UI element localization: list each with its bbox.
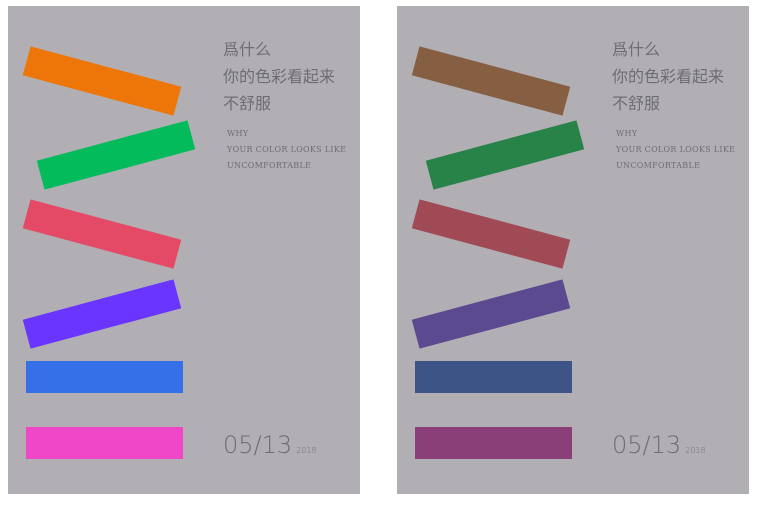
color-bar-dusty-red bbox=[411, 199, 571, 269]
color-bar-orange bbox=[22, 46, 182, 116]
color-bar-muted-violet bbox=[411, 279, 571, 349]
title-en-line-3: UNCOMFORTABLE bbox=[227, 161, 312, 170]
color-bar-magenta bbox=[26, 427, 183, 459]
color-bar-plum bbox=[415, 427, 572, 459]
date-year: 2018 bbox=[296, 446, 317, 455]
title-zh-line-2: 你的色彩看起来 bbox=[612, 67, 725, 86]
title-en-line-3: UNCOMFORTABLE bbox=[616, 161, 701, 170]
color-bar-brown bbox=[411, 46, 571, 116]
date-month-day: 05/13 bbox=[612, 431, 682, 459]
color-bar-red bbox=[22, 199, 182, 269]
title-en-line-1: WHY bbox=[227, 129, 249, 138]
title-en-line-2: YOUR COLOR LOOKS LIKE bbox=[227, 145, 347, 154]
date-year: 2018 bbox=[685, 446, 706, 455]
title-zh-line-1: 爲什么 bbox=[612, 40, 661, 59]
color-bar-violet bbox=[22, 279, 182, 349]
title-zh-line-3: 不舒服 bbox=[223, 94, 272, 113]
color-bar-blue bbox=[26, 361, 183, 393]
title-zh-line-2: 你的色彩看起来 bbox=[223, 67, 336, 86]
title-zh-line-3: 不舒服 bbox=[612, 94, 661, 113]
color-bar-navy bbox=[415, 361, 572, 393]
date-month-day: 05/13 bbox=[223, 431, 293, 459]
title-chinese: 爲什么 你的色彩看起来 不舒服 bbox=[223, 36, 335, 117]
date-label: 05/13 2018 bbox=[612, 431, 706, 459]
poster-muted: 爲什么 你的色彩看起来 不舒服 WHY YOUR COLOR LOOKS LIK… bbox=[397, 6, 749, 494]
title-en-line-2: YOUR COLOR LOOKS LIKE bbox=[616, 145, 736, 154]
color-bar-dark-green bbox=[425, 120, 585, 190]
color-bar-green bbox=[36, 120, 196, 190]
date-label: 05/13 2018 bbox=[223, 431, 317, 459]
title-en-line-1: WHY bbox=[616, 129, 638, 138]
title-english: WHY YOUR COLOR LOOKS LIKE UNCOMFORTABLE bbox=[227, 126, 346, 174]
title-english: WHY YOUR COLOR LOOKS LIKE UNCOMFORTABLE bbox=[616, 126, 735, 174]
title-zh-line-1: 爲什么 bbox=[223, 40, 272, 59]
title-chinese: 爲什么 你的色彩看起来 不舒服 bbox=[612, 36, 724, 117]
poster-saturated: 爲什么 你的色彩看起来 不舒服 WHY YOUR COLOR LOOKS LIK… bbox=[8, 6, 360, 494]
